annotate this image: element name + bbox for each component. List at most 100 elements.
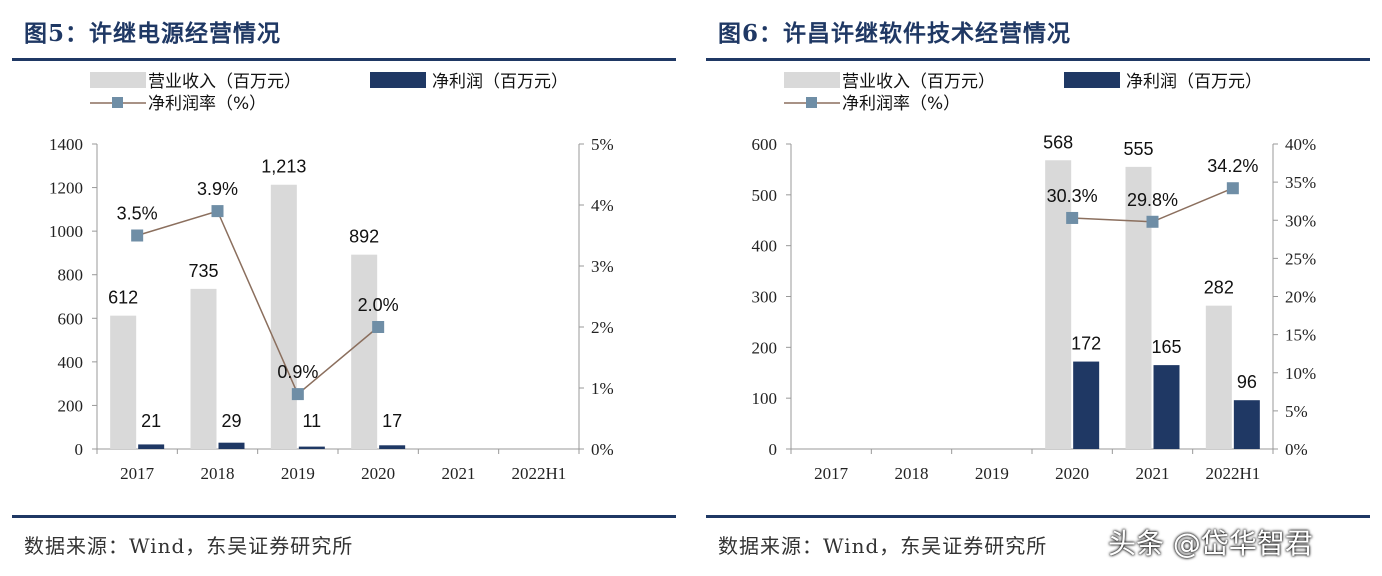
right-tick-label: 20% [1285, 288, 1316, 307]
legend-swatch-net-profit [1064, 72, 1120, 88]
left-tick-label: 100 [752, 389, 778, 408]
legend-label-revenue: 营业收入（百万元） [148, 72, 301, 92]
x-tick-label: 2022H1 [511, 464, 566, 483]
legend-swatch-revenue [90, 72, 146, 88]
x-tick-label: 2018 [895, 464, 929, 483]
x-tick-label: 2017 [814, 464, 849, 483]
chart-panel-left: 图5：许继电源经营情况 营业收入（百万元） 净利润（百万元） 净利润率（%） 0 200… [12, 0, 682, 576]
margin-data-label: 0.9% [277, 362, 318, 382]
left-tick-label: 1000 [49, 222, 83, 241]
right-tick-label: 5% [591, 135, 614, 154]
source-note: 数据来源：Wind，东吴证券研究所 [24, 534, 354, 558]
legend-swatch-net-profit [370, 72, 426, 88]
net-profit-bar [1233, 400, 1260, 449]
x-tick-label: 2018 [201, 464, 235, 483]
right-tick-label: 1% [591, 379, 614, 398]
right-tick-label: 15% [1285, 326, 1316, 345]
right-tick-label: 30% [1285, 211, 1316, 230]
legend-label-revenue: 营业收入（百万元） [842, 72, 995, 92]
right-tick-label: 3% [591, 257, 614, 276]
revenue-data-label: 568 [1043, 132, 1073, 152]
margin-point [1066, 211, 1079, 224]
x-tick-label: 2020 [361, 464, 395, 483]
revenue-data-label: 892 [349, 227, 379, 247]
net-profit-data-label: 96 [1237, 372, 1257, 392]
margin-data-label: 30.3% [1047, 186, 1098, 206]
source-divider [706, 515, 1370, 518]
right-tick-label: 35% [1285, 173, 1316, 192]
x-tick-label: 2021 [1136, 464, 1170, 483]
margin-line [136, 210, 379, 396]
x-tick-label: 2017 [120, 464, 155, 483]
legend-label-net-profit: 净利润（百万元） [432, 72, 568, 92]
left-tick-label: 0 [769, 440, 778, 459]
revenue-bar [270, 184, 297, 449]
left-tick-label: 600 [752, 135, 778, 154]
legend-label-margin: 净利润率（%） [148, 94, 266, 114]
revenue-bar [1045, 160, 1072, 449]
margin-point [372, 321, 385, 333]
margin-data-label: 3.5% [117, 204, 158, 224]
revenue-bar [110, 315, 137, 449]
left-tick-label: 400 [58, 353, 84, 372]
legend-label-net-profit: 净利润（百万元） [1126, 72, 1262, 92]
net-profit-bar [298, 446, 325, 449]
legend-marker-margin [112, 97, 123, 108]
left-tick-label: 200 [58, 396, 84, 415]
net-profit-bar [138, 444, 165, 449]
left-tick-label: 500 [752, 186, 778, 205]
x-tick-label: 2019 [281, 464, 315, 483]
net-profit-data-label: 17 [382, 411, 402, 431]
revenue-bar [351, 254, 378, 449]
revenue-data-label: 612 [108, 288, 138, 308]
net-profit-data-label: 172 [1071, 334, 1101, 354]
chart-svg: 营业收入（百万元） 净利润（百万元） 净利润率（%） 0 200 400 600 800 100… [49, 72, 614, 483]
net-profit-data-label: 29 [221, 411, 241, 431]
margin-point [1226, 182, 1239, 195]
revenue-data-label: 282 [1204, 278, 1234, 298]
revenue-data-label: 555 [1123, 139, 1153, 159]
revenue-bar [190, 288, 217, 449]
legend-marker-margin [806, 97, 817, 108]
net-profit-bar [218, 442, 245, 449]
left-tick-label: 0 [75, 440, 84, 459]
net-profit-data-label: 165 [1151, 337, 1181, 357]
right-tick-label: 25% [1285, 249, 1316, 268]
right-tick-label: 4% [591, 196, 614, 215]
margin-point [291, 388, 304, 401]
net-profit-bar [1073, 361, 1100, 449]
x-tick-label: 2019 [975, 464, 1009, 483]
x-tick-label: 2020 [1055, 464, 1089, 483]
right-tick-label: 40% [1285, 135, 1316, 154]
source-divider [12, 515, 676, 518]
margin-point [211, 205, 224, 218]
chart-svg: 营业收入（百万元） 净利润（百万元） 净利润率（%） 0 100 200 300 400 500… [752, 72, 1316, 483]
title-divider [12, 58, 676, 61]
margin-data-label: 34.2% [1207, 156, 1258, 176]
source-note: 数据来源：Wind，东吴证券研究所 [718, 534, 1048, 558]
legend-label-margin: 净利润率（%） [842, 94, 960, 114]
chart-title: 图6：许昌许继软件技术经营情况 [718, 20, 1072, 47]
margin-point [131, 229, 144, 242]
revenue-data-label: 735 [188, 261, 218, 281]
left-tick-label: 600 [58, 309, 84, 328]
left-tick-label: 300 [752, 288, 778, 307]
net-profit-data-label: 21 [141, 411, 161, 431]
revenue-bar [1205, 305, 1232, 449]
left-tick-label: 800 [58, 266, 84, 285]
net-profit-bar [1153, 365, 1180, 449]
net-profit-data-label: 11 [302, 411, 321, 431]
left-tick-label: 400 [752, 237, 778, 256]
revenue-data-label: 1,213 [261, 157, 306, 177]
x-tick-label: 2022H1 [1205, 464, 1260, 483]
revenue-bar [1125, 166, 1152, 449]
net-profit-bar [379, 445, 406, 449]
legend-swatch-revenue [784, 72, 840, 88]
watermark: 头条 @岱华智君 [1108, 527, 1313, 560]
chart-panel-right: 图6：许昌许继软件技术经营情况 营业收入（百万元） 净利润（百万元） 净利润率（%）… [706, 0, 1376, 576]
chart-title: 图5：许继电源经营情况 [24, 20, 282, 47]
right-tick-label: 0% [591, 440, 614, 459]
right-tick-label: 5% [1285, 402, 1308, 421]
x-tick-label: 2021 [442, 464, 476, 483]
title-divider [706, 58, 1370, 61]
